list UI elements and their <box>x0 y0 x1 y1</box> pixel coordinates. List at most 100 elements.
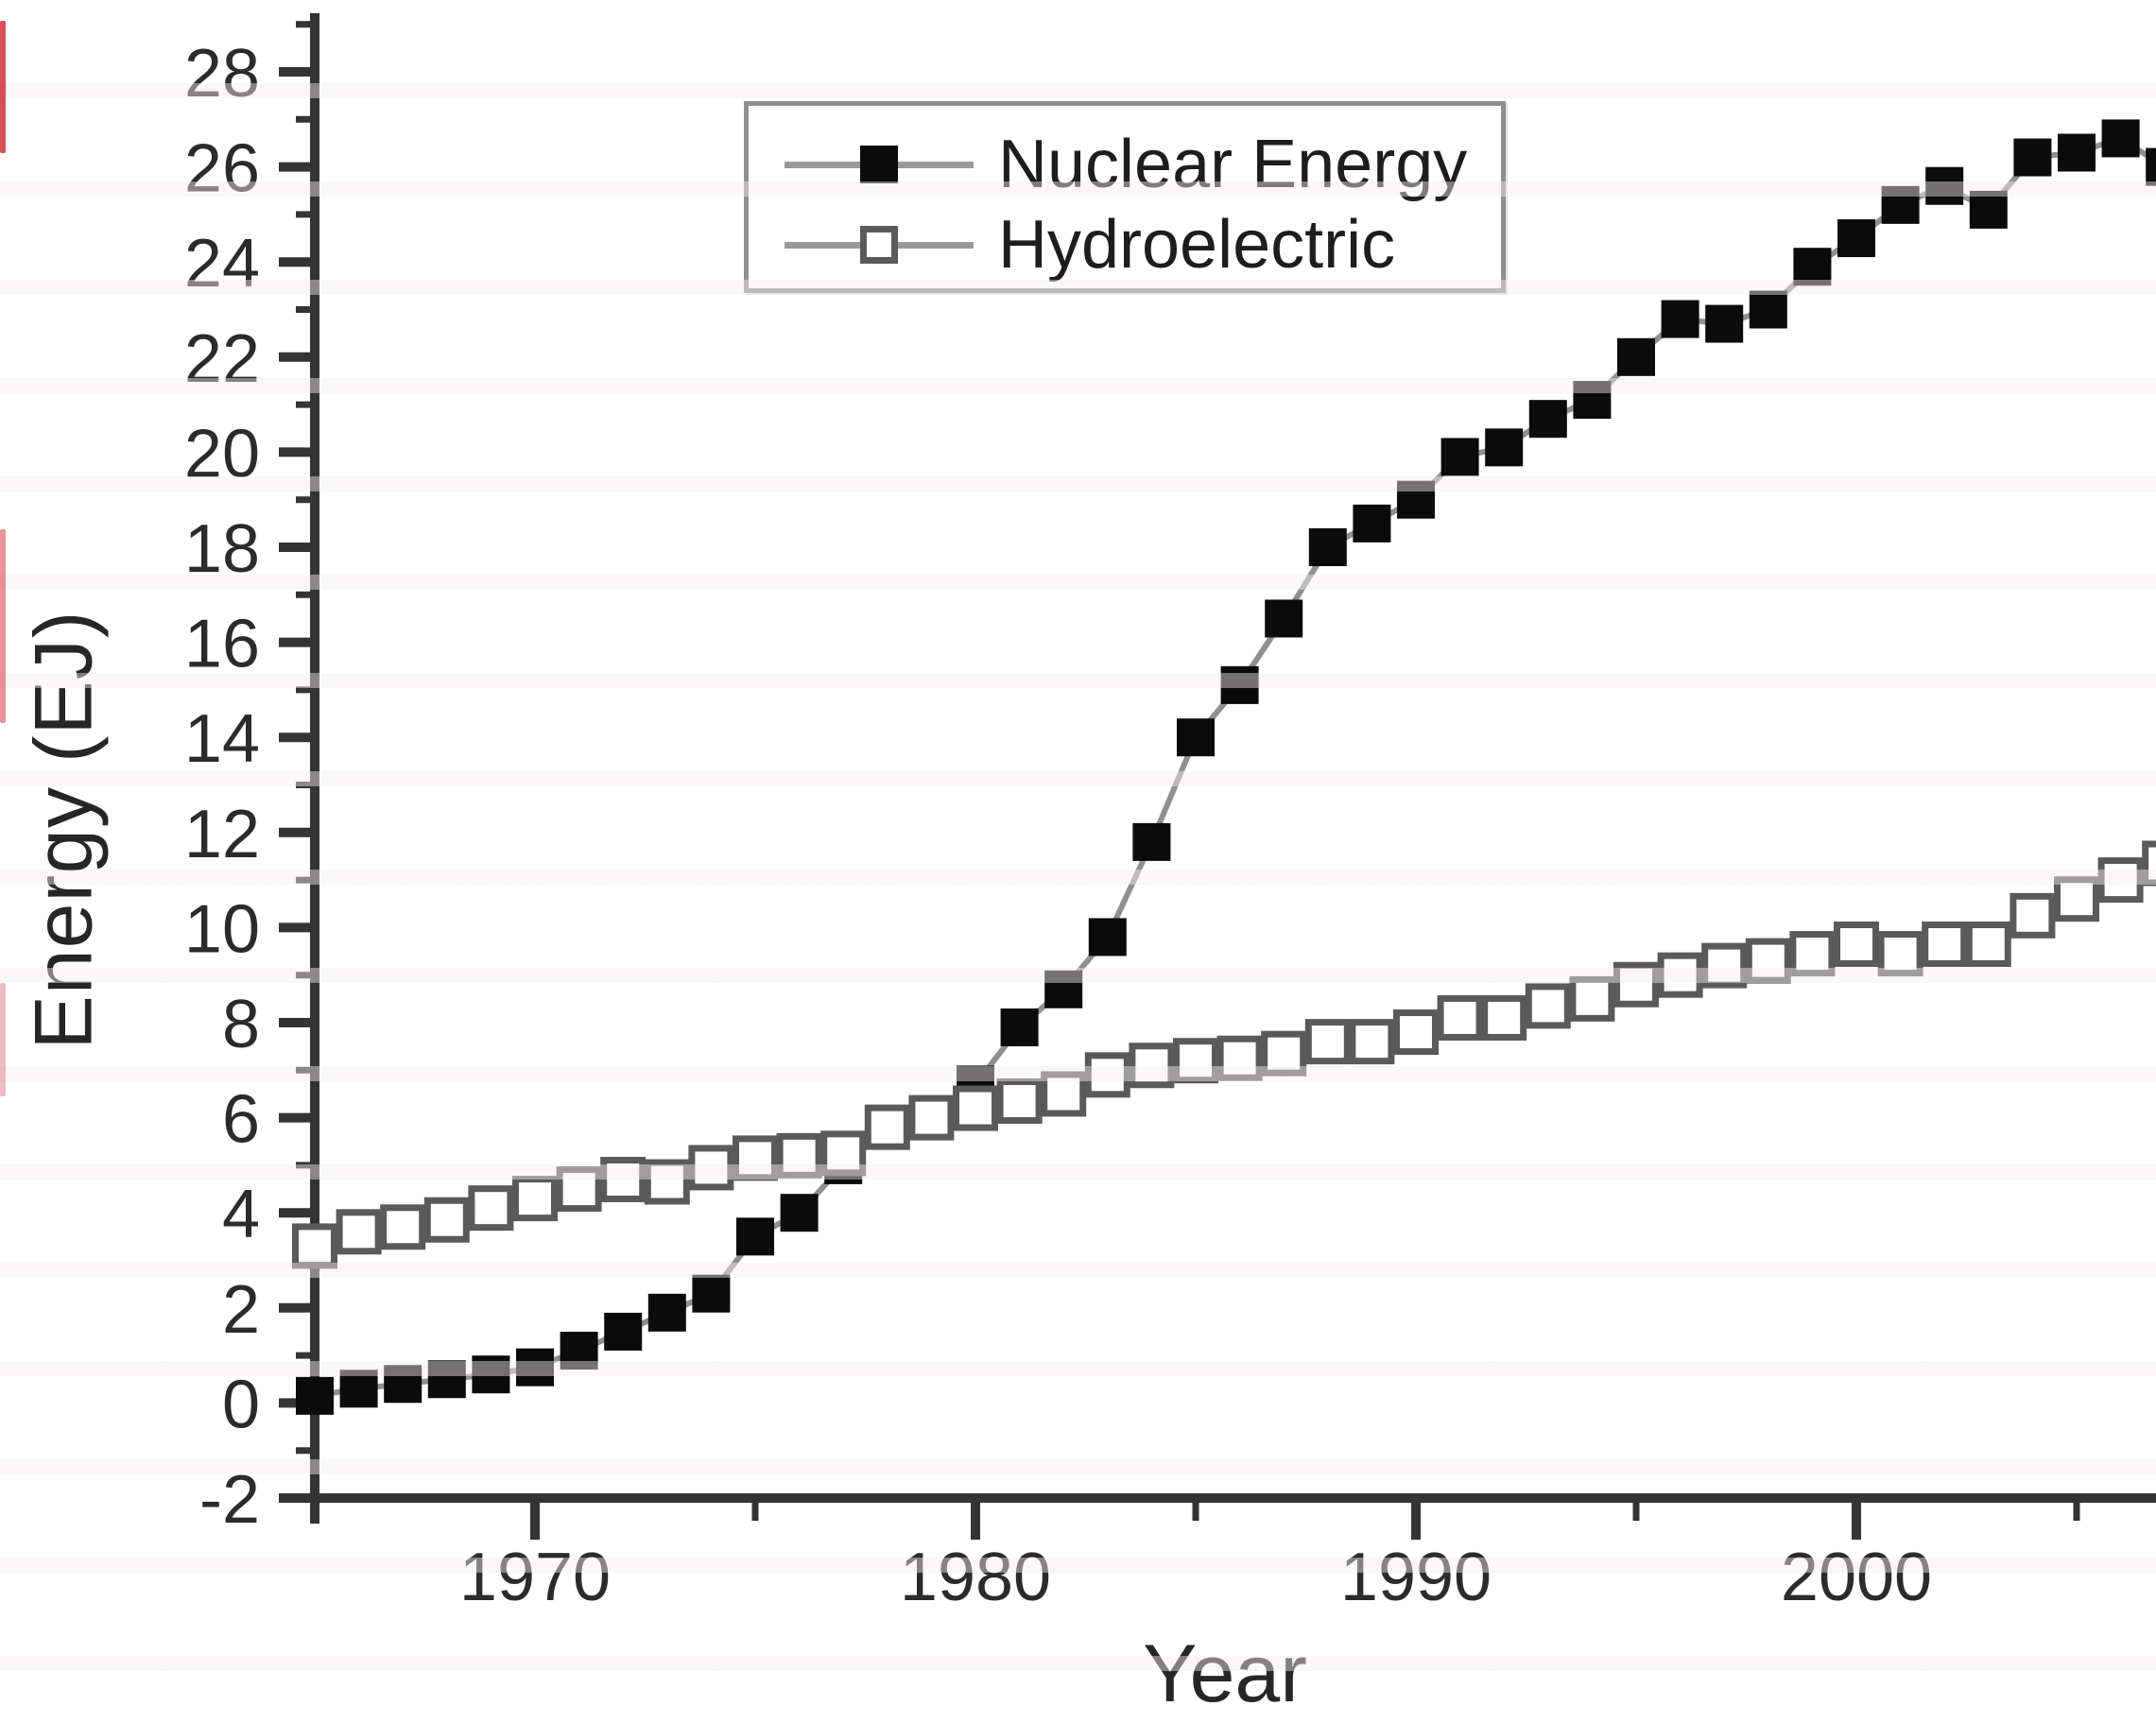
hydro-marker <box>1216 1035 1263 1081</box>
nuclear-marker <box>1397 480 1435 519</box>
hydro-marker <box>556 1166 602 1213</box>
hydro-marker <box>1701 942 1748 989</box>
nuclear-marker <box>2146 147 2156 186</box>
hydro-marker <box>1261 1030 1307 1077</box>
hydro-marker <box>600 1156 647 1202</box>
legend-sample-nuclear <box>785 136 974 193</box>
y-tick-label: -2 <box>199 1462 260 1538</box>
hydro-marker <box>1349 1019 1395 1065</box>
hydro-marker <box>292 1223 337 1269</box>
nuclear-marker <box>516 1348 554 1387</box>
hydro-marker <box>1834 922 1879 968</box>
nuclear-marker <box>1793 248 1832 286</box>
hydro-marker <box>1922 922 1968 968</box>
hydro-marker <box>1657 952 1703 998</box>
nuclear-marker <box>384 1365 423 1404</box>
hydro-marker <box>1304 1019 1351 1065</box>
nuclear-marker <box>1265 599 1303 638</box>
hydro-marker <box>1877 931 1923 977</box>
hydro-marker <box>1481 994 1527 1041</box>
y-tick-label: 14 <box>184 701 260 777</box>
nuclear-marker <box>296 1376 334 1415</box>
nuclear-marker <box>2058 133 2096 172</box>
nuclear-marker <box>427 1360 466 1399</box>
hydro-marker <box>2142 840 2156 887</box>
scan-artifact-red-line <box>0 983 6 1096</box>
nuclear-marker <box>1617 337 1655 376</box>
legend: Nuclear Energy Hydroelectric <box>744 101 1506 293</box>
x-tick-label: 1970 <box>459 1540 611 1615</box>
hydro-marker <box>512 1176 558 1222</box>
hydro-marker <box>733 1135 778 1181</box>
nuclear-marker <box>339 1370 378 1408</box>
hydro-marker <box>336 1209 382 1255</box>
y-tick-label: 10 <box>184 891 260 967</box>
hydro-marker <box>996 1077 1043 1124</box>
y-tick-label: 2 <box>222 1272 260 1348</box>
y-tick-label: 26 <box>184 131 260 207</box>
y-tick-label: 4 <box>222 1177 260 1252</box>
series-hydro <box>292 840 2156 1269</box>
nuclear-marker <box>2013 138 2052 177</box>
y-axis-title: Energy (EJ) <box>18 610 110 1050</box>
hydro-marker <box>1569 975 1615 1022</box>
nuclear-marker <box>1308 528 1347 566</box>
legend-label-nuclear: Nuclear Energy <box>998 127 1468 202</box>
nuclear-marker <box>1881 185 1920 224</box>
nuclear-marker <box>1925 166 1964 205</box>
hydro-marker <box>776 1132 822 1179</box>
y-tick-label: 6 <box>222 1082 260 1158</box>
y-tick-label: 18 <box>184 511 260 587</box>
hydro-marker <box>1613 961 1659 1008</box>
nuclear-marker <box>1353 504 1391 543</box>
nuclear-marker <box>1837 219 1875 258</box>
hydro-marker <box>423 1197 470 1243</box>
nuclear-marker <box>604 1312 643 1351</box>
nuclear-marker <box>1220 665 1259 704</box>
legend-item-nuclear: Nuclear Energy <box>785 127 1467 202</box>
nuclear-marker <box>647 1293 686 1332</box>
scan-artifact-red-line <box>0 21 6 153</box>
nuclear-marker <box>1485 428 1524 467</box>
hydro-marker <box>1173 1038 1218 1084</box>
hydro-marker <box>2009 892 2056 939</box>
hydro-marker <box>380 1204 426 1250</box>
x-axis-ticks: 1970 1980 1990 2000 <box>459 1498 2080 1615</box>
nuclear-marker <box>1177 718 1215 757</box>
nuclear-marker <box>1528 400 1567 439</box>
legend-item-hydro: Hydroelectric <box>785 207 1395 283</box>
x-tick-label: 1980 <box>900 1540 1051 1615</box>
nuclear-marker <box>1705 304 1744 343</box>
nuclear-marker <box>1969 190 2008 229</box>
hydro-marker <box>688 1145 734 1191</box>
hydro-marker <box>908 1094 955 1141</box>
nuclear-marker <box>1132 822 1171 861</box>
hydro-marker <box>1789 931 1836 977</box>
hydro-marker <box>1041 1071 1087 1117</box>
hydro-marker <box>1965 922 2011 968</box>
y-tick-label: 8 <box>222 987 260 1062</box>
hydro-marker <box>1393 1009 1439 1056</box>
legend-label-hydro: Hydroelectric <box>998 207 1396 283</box>
hydro-marker <box>1084 1052 1130 1098</box>
y-tick-label: 24 <box>184 226 260 302</box>
hydro-marker <box>864 1104 910 1150</box>
hydro-marker <box>1745 938 1791 984</box>
hydro-marker <box>2097 857 2144 904</box>
open-square-marker-icon <box>860 226 898 264</box>
nuclear-marker <box>560 1332 598 1370</box>
hydro-marker <box>2054 876 2099 922</box>
hydro-marker <box>953 1085 998 1131</box>
nuclear-marker <box>1661 300 1699 338</box>
legend-sample-hydro <box>785 216 974 273</box>
nuclear-marker <box>2101 119 2140 158</box>
nuclear-marker <box>472 1355 510 1394</box>
nuclear-marker <box>736 1217 774 1256</box>
scan-artifact-red-line <box>0 529 6 723</box>
x-axis-title: Year <box>1143 1628 1307 1719</box>
x-tick-label: 2000 <box>1781 1540 1932 1615</box>
